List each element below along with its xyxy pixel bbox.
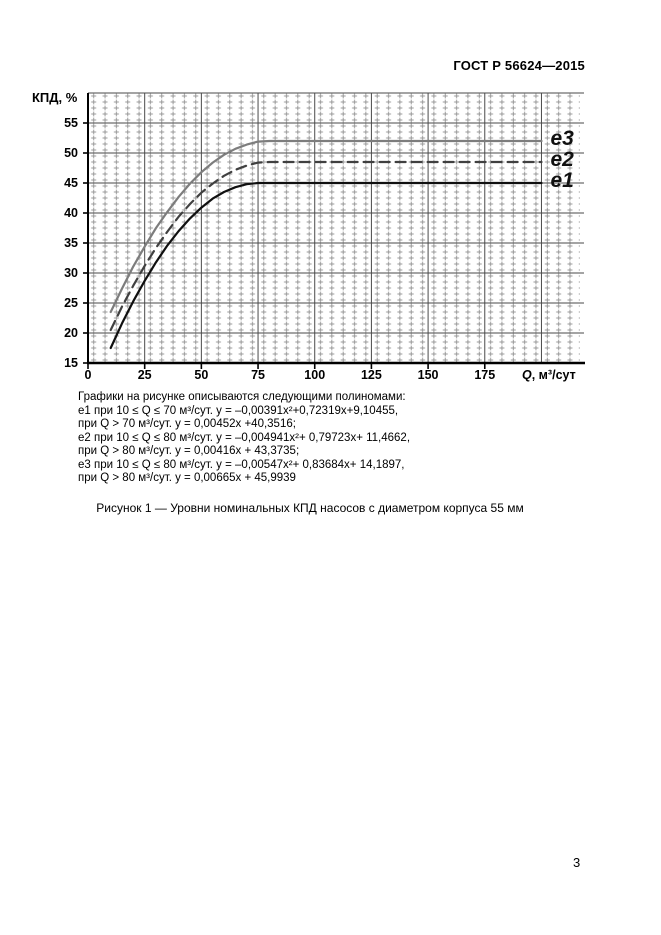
x-tick-label: 150 bbox=[418, 368, 439, 382]
curve-e1 bbox=[109, 181, 543, 350]
y-tick-label: 15 bbox=[64, 356, 78, 370]
y-tick-label: 25 bbox=[64, 296, 78, 310]
x-tick-label: 75 bbox=[251, 368, 265, 382]
curve-e3 bbox=[109, 139, 543, 314]
figure-1-chart: e3 e2 e1 0 25 50 75 100 125 150 175 15 20 25 30 35 40 45 5… bbox=[30, 85, 630, 385]
y-tick-label: 50 bbox=[64, 146, 78, 160]
standard-number: ГОСТ Р 56624—2015 bbox=[453, 58, 585, 73]
description-line: при Q > 80 м³/сут. y = 0,00665x + 45,993… bbox=[78, 472, 296, 484]
curve-label-e3: e3 bbox=[550, 127, 574, 150]
y-tick-label: 55 bbox=[64, 116, 78, 130]
y-tick-label: 35 bbox=[64, 236, 78, 250]
description-line: при Q > 70 м³/сут. y = 0,00452x +40,3516… bbox=[78, 418, 296, 430]
x-axis-label: Q, м³/сут bbox=[522, 368, 576, 382]
description-line: е3 при 10 ≤ Q ≤ 80 м³/сут. y = –0,00547x… bbox=[78, 458, 405, 471]
minor-grid bbox=[88, 93, 580, 363]
curve-label-e2: e2 bbox=[550, 148, 574, 171]
x-tick-label: 50 bbox=[194, 368, 208, 382]
x-tick-label: 0 bbox=[85, 368, 92, 382]
y-tick-label: 40 bbox=[64, 206, 78, 220]
polynomial-description: Графики на рисунке описываются следующим… bbox=[78, 391, 558, 486]
curve-label-e1: e1 bbox=[550, 169, 573, 192]
figure-caption: Рисунок 1 — Уровни номинальных КПД насос… bbox=[96, 501, 524, 515]
description-line: при Q > 80 м³/сут. y = 0,00416x + 43,373… bbox=[78, 445, 300, 457]
description-line: е1 при 10 ≤ Q ≤ 70 м³/сут. y = –0,00391x… bbox=[78, 404, 399, 417]
page-number: 3 bbox=[573, 855, 581, 870]
curve-e2 bbox=[109, 160, 543, 332]
x-tick-label: 175 bbox=[474, 368, 495, 382]
description-line: е2 при 10 ≤ Q ≤ 80 м³/сут. y = –0,004941… bbox=[78, 431, 411, 444]
x-tick-label: 100 bbox=[304, 368, 325, 382]
y-axis-label: КПД, % bbox=[32, 90, 78, 105]
tick-labels: 0 25 50 75 100 125 150 175 15 20 25 30 35 40 45 50 55 bbox=[64, 116, 495, 382]
description-line: Графики на рисунке описываются следующим… bbox=[78, 391, 406, 403]
x-tick-label: 125 bbox=[361, 368, 382, 382]
y-tick-label: 30 bbox=[64, 266, 78, 280]
y-tick-label: 20 bbox=[64, 326, 78, 340]
y-tick-label: 45 bbox=[64, 176, 78, 190]
x-tick-label: 25 bbox=[138, 368, 152, 382]
